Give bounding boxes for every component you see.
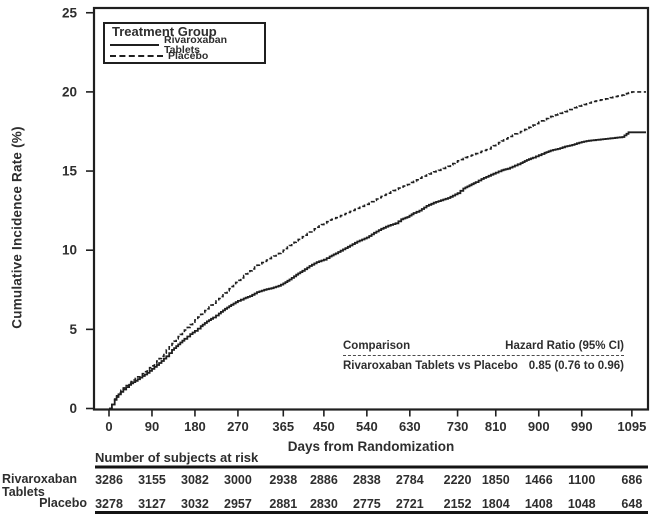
row-label-line: Tablets (2, 484, 45, 499)
x-tick-label: 630 (399, 419, 421, 434)
x-tick-label: 1095 (617, 419, 646, 434)
row-label-line: Rivaroxaban (2, 472, 78, 486)
at-risk-value: 3127 (138, 497, 166, 511)
at-risk-value: 2838 (353, 473, 381, 487)
legend-label-placebo: Placebo (168, 49, 209, 62)
at-risk-row-label-placebo: Placebo (2, 497, 87, 510)
at-risk-value: 2830 (310, 497, 338, 511)
at-risk-value: 1048 (568, 497, 596, 511)
at-risk-value: 2957 (224, 497, 252, 511)
comparison-value: Rivaroxaban Tablets vs Placebo (343, 360, 518, 372)
hazard-ratio-header-row: Comparison Hazard Ratio (95% CI) (343, 340, 624, 352)
x-tick-label: 810 (485, 419, 507, 434)
x-axis-title: Days from Randomization (287, 439, 455, 454)
series-placebo (109, 91, 646, 410)
comparison-header: Comparison (343, 340, 411, 352)
x-tick-label: 540 (356, 419, 378, 434)
at-risk-value: 3155 (138, 473, 166, 487)
x-tick-label: 180 (184, 419, 206, 434)
at-risk-row-label-rivaroxaban: Rivaroxaban Tablets (2, 473, 87, 498)
at-risk-value: 3278 (95, 497, 123, 511)
at-risk-value: 2220 (444, 473, 472, 487)
hazard-ratio-value-row: Rivaroxaban Tablets vs Placebo 0.85 (0.7… (343, 360, 624, 372)
legend-entry-placebo: Placebo (110, 50, 264, 61)
x-tick-label: 0 (105, 419, 112, 434)
legend-label-rivaroxaban: Rivaroxaban Tablets (164, 33, 228, 56)
y-tick-label: 15 (62, 164, 78, 179)
at-risk-value: 648 (621, 497, 642, 511)
legend-entry-rivaroxaban: Rivaroxaban Tablets (110, 34, 264, 55)
y-axis-title: Cumulative Incidence Rate (%) (9, 126, 25, 329)
y-tick-label: 0 (69, 401, 77, 416)
hazard-ratio-table: Comparison Hazard Ratio (95% CI) Rivarox… (343, 340, 624, 372)
hazard-ratio-value: 0.85 (0.76 to 0.96) (528, 360, 624, 372)
at-risk-value: 2938 (269, 473, 297, 487)
hazard-ratio-header: Hazard Ratio (95% CI) (505, 340, 624, 352)
y-tick-label: 25 (62, 5, 78, 20)
at-risk-value: 1466 (525, 473, 553, 487)
at-risk-table-title: Number of subjects at risk (95, 450, 259, 465)
at-risk-value: 1850 (482, 473, 510, 487)
at-risk-value: 2721 (396, 497, 424, 511)
series-rivaroxaban (109, 131, 646, 410)
at-risk-value: 1804 (482, 497, 510, 511)
at-risk-value: 2775 (353, 497, 381, 511)
x-tick-label: 450 (313, 419, 335, 434)
y-tick-label: 20 (62, 84, 77, 99)
at-risk-value: 1100 (568, 473, 595, 487)
dashed-line-swatch (110, 54, 163, 57)
at-risk-value: 3032 (181, 497, 209, 511)
y-tick-label: 5 (69, 322, 77, 337)
at-risk-value: 2881 (269, 497, 297, 511)
x-tick-label: 990 (571, 419, 593, 434)
x-tick-label: 730 (447, 419, 469, 434)
x-tick-label: 900 (528, 419, 550, 434)
row-label-line: Placebo (39, 496, 87, 510)
x-tick-label: 365 (272, 419, 294, 434)
solid-line-swatch (110, 43, 160, 46)
x-tick-label: 90 (145, 419, 159, 434)
dashed-separator (343, 355, 624, 356)
at-risk-value: 1408 (525, 497, 553, 511)
at-risk-value: 3286 (95, 473, 123, 487)
plot-border (92, 6, 650, 411)
at-risk-value: 686 (621, 473, 642, 487)
at-risk-value: 2784 (396, 473, 424, 487)
legend-box: Treatment Group Rivaroxaban Tablets Plac… (103, 22, 266, 64)
at-risk-value: 2152 (444, 497, 472, 511)
legend-title: Treatment Group (112, 24, 217, 39)
at-risk-value: 3000 (224, 473, 252, 487)
y-tick-label: 10 (62, 243, 77, 258)
at-risk-value: 3082 (181, 473, 209, 487)
x-tick-label: 270 (227, 419, 249, 434)
at-risk-value: 2886 (310, 473, 338, 487)
